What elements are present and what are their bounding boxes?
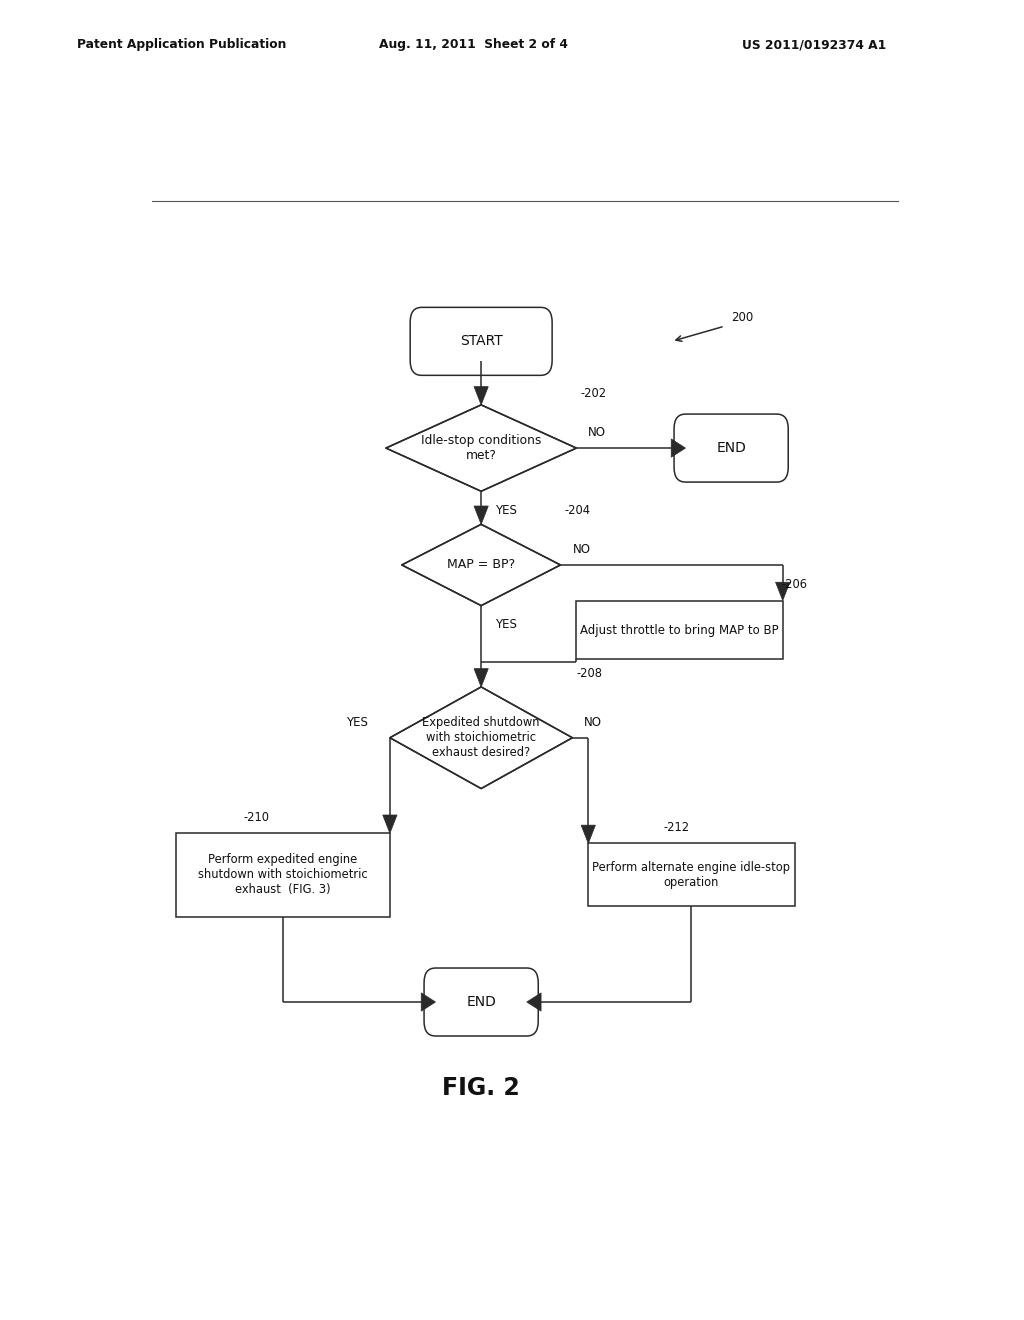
Text: -206: -206	[781, 578, 807, 591]
Text: Perform expedited engine
shutdown with stoichiometric
exhaust  (FIG. 3): Perform expedited engine shutdown with s…	[198, 854, 368, 896]
Text: FIG. 2: FIG. 2	[442, 1076, 520, 1101]
Text: -202: -202	[581, 387, 606, 400]
Polygon shape	[383, 814, 397, 833]
Polygon shape	[474, 669, 488, 686]
FancyBboxPatch shape	[674, 414, 788, 482]
Bar	[176, 833, 390, 916]
Polygon shape	[775, 582, 790, 601]
Text: END: END	[716, 441, 746, 455]
FancyBboxPatch shape	[411, 308, 552, 375]
Polygon shape	[421, 993, 435, 1011]
Polygon shape	[582, 825, 595, 843]
Text: Expedited shutdown
with stoichiometric
exhaust desired?: Expedited shutdown with stoichiometric e…	[423, 717, 540, 759]
Bar	[588, 843, 795, 907]
Text: MAP = BP?: MAP = BP?	[447, 558, 515, 572]
Text: Aug. 11, 2011  Sheet 2 of 4: Aug. 11, 2011 Sheet 2 of 4	[379, 38, 567, 51]
Text: YES: YES	[496, 504, 517, 516]
FancyBboxPatch shape	[424, 968, 539, 1036]
Text: YES: YES	[346, 715, 368, 729]
Text: END: END	[466, 995, 496, 1008]
Text: -212: -212	[664, 821, 690, 834]
Polygon shape	[390, 686, 572, 788]
Text: NO: NO	[588, 426, 606, 438]
Polygon shape	[474, 387, 488, 405]
Text: Patent Application Publication: Patent Application Publication	[77, 38, 286, 51]
Polygon shape	[474, 506, 488, 524]
Polygon shape	[671, 440, 685, 457]
Text: YES: YES	[496, 618, 517, 631]
Text: Adjust throttle to bring MAP to BP: Adjust throttle to bring MAP to BP	[581, 623, 779, 636]
Text: NO: NO	[572, 543, 591, 556]
Text: 200: 200	[731, 312, 754, 323]
Text: START: START	[460, 334, 503, 348]
Polygon shape	[526, 993, 541, 1011]
Polygon shape	[386, 405, 577, 491]
Polygon shape	[401, 524, 560, 606]
Text: Idle-stop conditions
met?: Idle-stop conditions met?	[421, 434, 542, 462]
Text: -208: -208	[577, 667, 602, 680]
Text: -204: -204	[564, 504, 591, 517]
Text: NO: NO	[585, 715, 602, 729]
Text: -210: -210	[243, 810, 269, 824]
Text: Perform alternate engine idle-stop
operation: Perform alternate engine idle-stop opera…	[593, 861, 791, 888]
Bar	[577, 601, 782, 660]
Text: US 2011/0192374 A1: US 2011/0192374 A1	[742, 38, 887, 51]
